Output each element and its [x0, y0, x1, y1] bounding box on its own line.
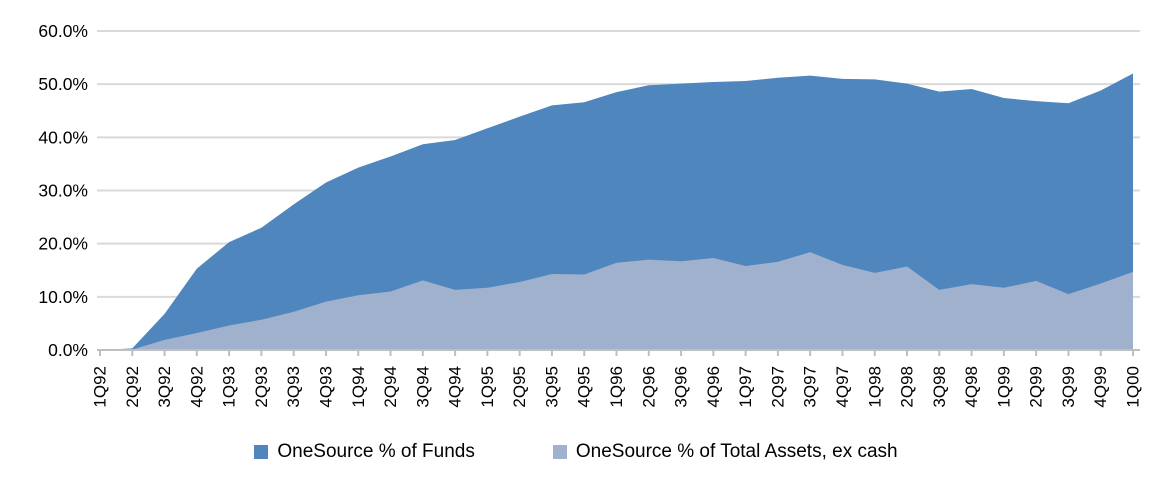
x-tick-label: 1Q96 [607, 366, 626, 408]
x-tick-label: 4Q93 [316, 366, 335, 408]
x-tick-label: 4Q97 [833, 366, 852, 408]
legend-item-assets: OneSource % of Total Assets, ex cash [552, 441, 898, 463]
y-tick-label: 30.0% [38, 181, 88, 201]
legend-label-assets: OneSource % of Total Assets, ex cash [575, 441, 898, 462]
legend-label-funds: OneSource % of Funds [277, 441, 475, 462]
x-tick-label: 3Q96 [672, 366, 691, 408]
x-tick-label: 3Q99 [1059, 366, 1078, 408]
x-tick-label: 1Q95 [478, 366, 497, 408]
x-tick-label: 1Q92 [91, 366, 110, 408]
x-tick-label: 3Q95 [542, 366, 561, 408]
x-tick-label: 4Q96 [704, 366, 723, 408]
x-tick-label: 1Q93 [220, 366, 239, 408]
x-tick-label: 3Q92 [155, 366, 174, 408]
x-tick-label: 1Q98 [865, 366, 884, 408]
assets-series-swatch-icon [552, 445, 567, 459]
x-tick-label: 2Q93 [252, 366, 271, 408]
x-tick-label: 3Q97 [801, 366, 820, 408]
x-tick-label: 2Q95 [510, 366, 529, 408]
assets-area [100, 252, 1133, 350]
x-tick-label: 2Q92 [123, 366, 142, 408]
x-tick-label: 4Q98 [962, 366, 981, 408]
x-tick-label: 1Q00 [1124, 366, 1143, 408]
x-tick-label: 1Q97 [736, 366, 755, 408]
x-tick-label: 4Q94 [446, 366, 465, 408]
x-tick-label: 3Q94 [413, 366, 432, 408]
legend-item-funds: OneSource % of Funds [254, 441, 475, 463]
y-tick-label: 10.0% [38, 287, 88, 307]
x-tick-label: 1Q94 [349, 366, 368, 408]
y-tick-label: 0.0% [48, 340, 88, 360]
x-tick-label: 2Q97 [768, 366, 787, 408]
x-tick-label: 2Q94 [381, 366, 400, 408]
x-tick-label: 2Q98 [898, 366, 917, 408]
y-tick-label: 40.0% [38, 127, 88, 147]
y-tick-label: 20.0% [38, 234, 88, 254]
funds-series-swatch-icon [254, 445, 269, 459]
x-tick-label: 4Q95 [575, 366, 594, 408]
x-tick-label: 3Q98 [930, 366, 949, 408]
x-tick-label: 4Q92 [187, 366, 206, 408]
x-tick-label: 1Q99 [994, 366, 1013, 408]
y-tick-label: 50.0% [38, 74, 88, 94]
x-tick-label: 2Q99 [1027, 366, 1046, 408]
x-tick-label: 3Q93 [284, 366, 303, 408]
x-tick-label: 2Q96 [639, 366, 658, 408]
chart-legend: OneSource % of Funds OneSource % of Tota… [0, 441, 1152, 463]
y-tick-label: 60.0% [38, 21, 88, 41]
x-tick-label: 4Q99 [1091, 366, 1110, 408]
